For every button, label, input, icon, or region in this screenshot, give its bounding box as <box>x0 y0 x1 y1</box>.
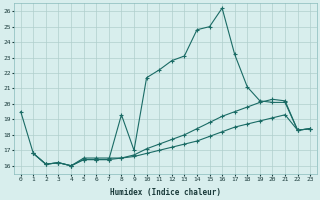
X-axis label: Humidex (Indice chaleur): Humidex (Indice chaleur) <box>110 188 221 197</box>
